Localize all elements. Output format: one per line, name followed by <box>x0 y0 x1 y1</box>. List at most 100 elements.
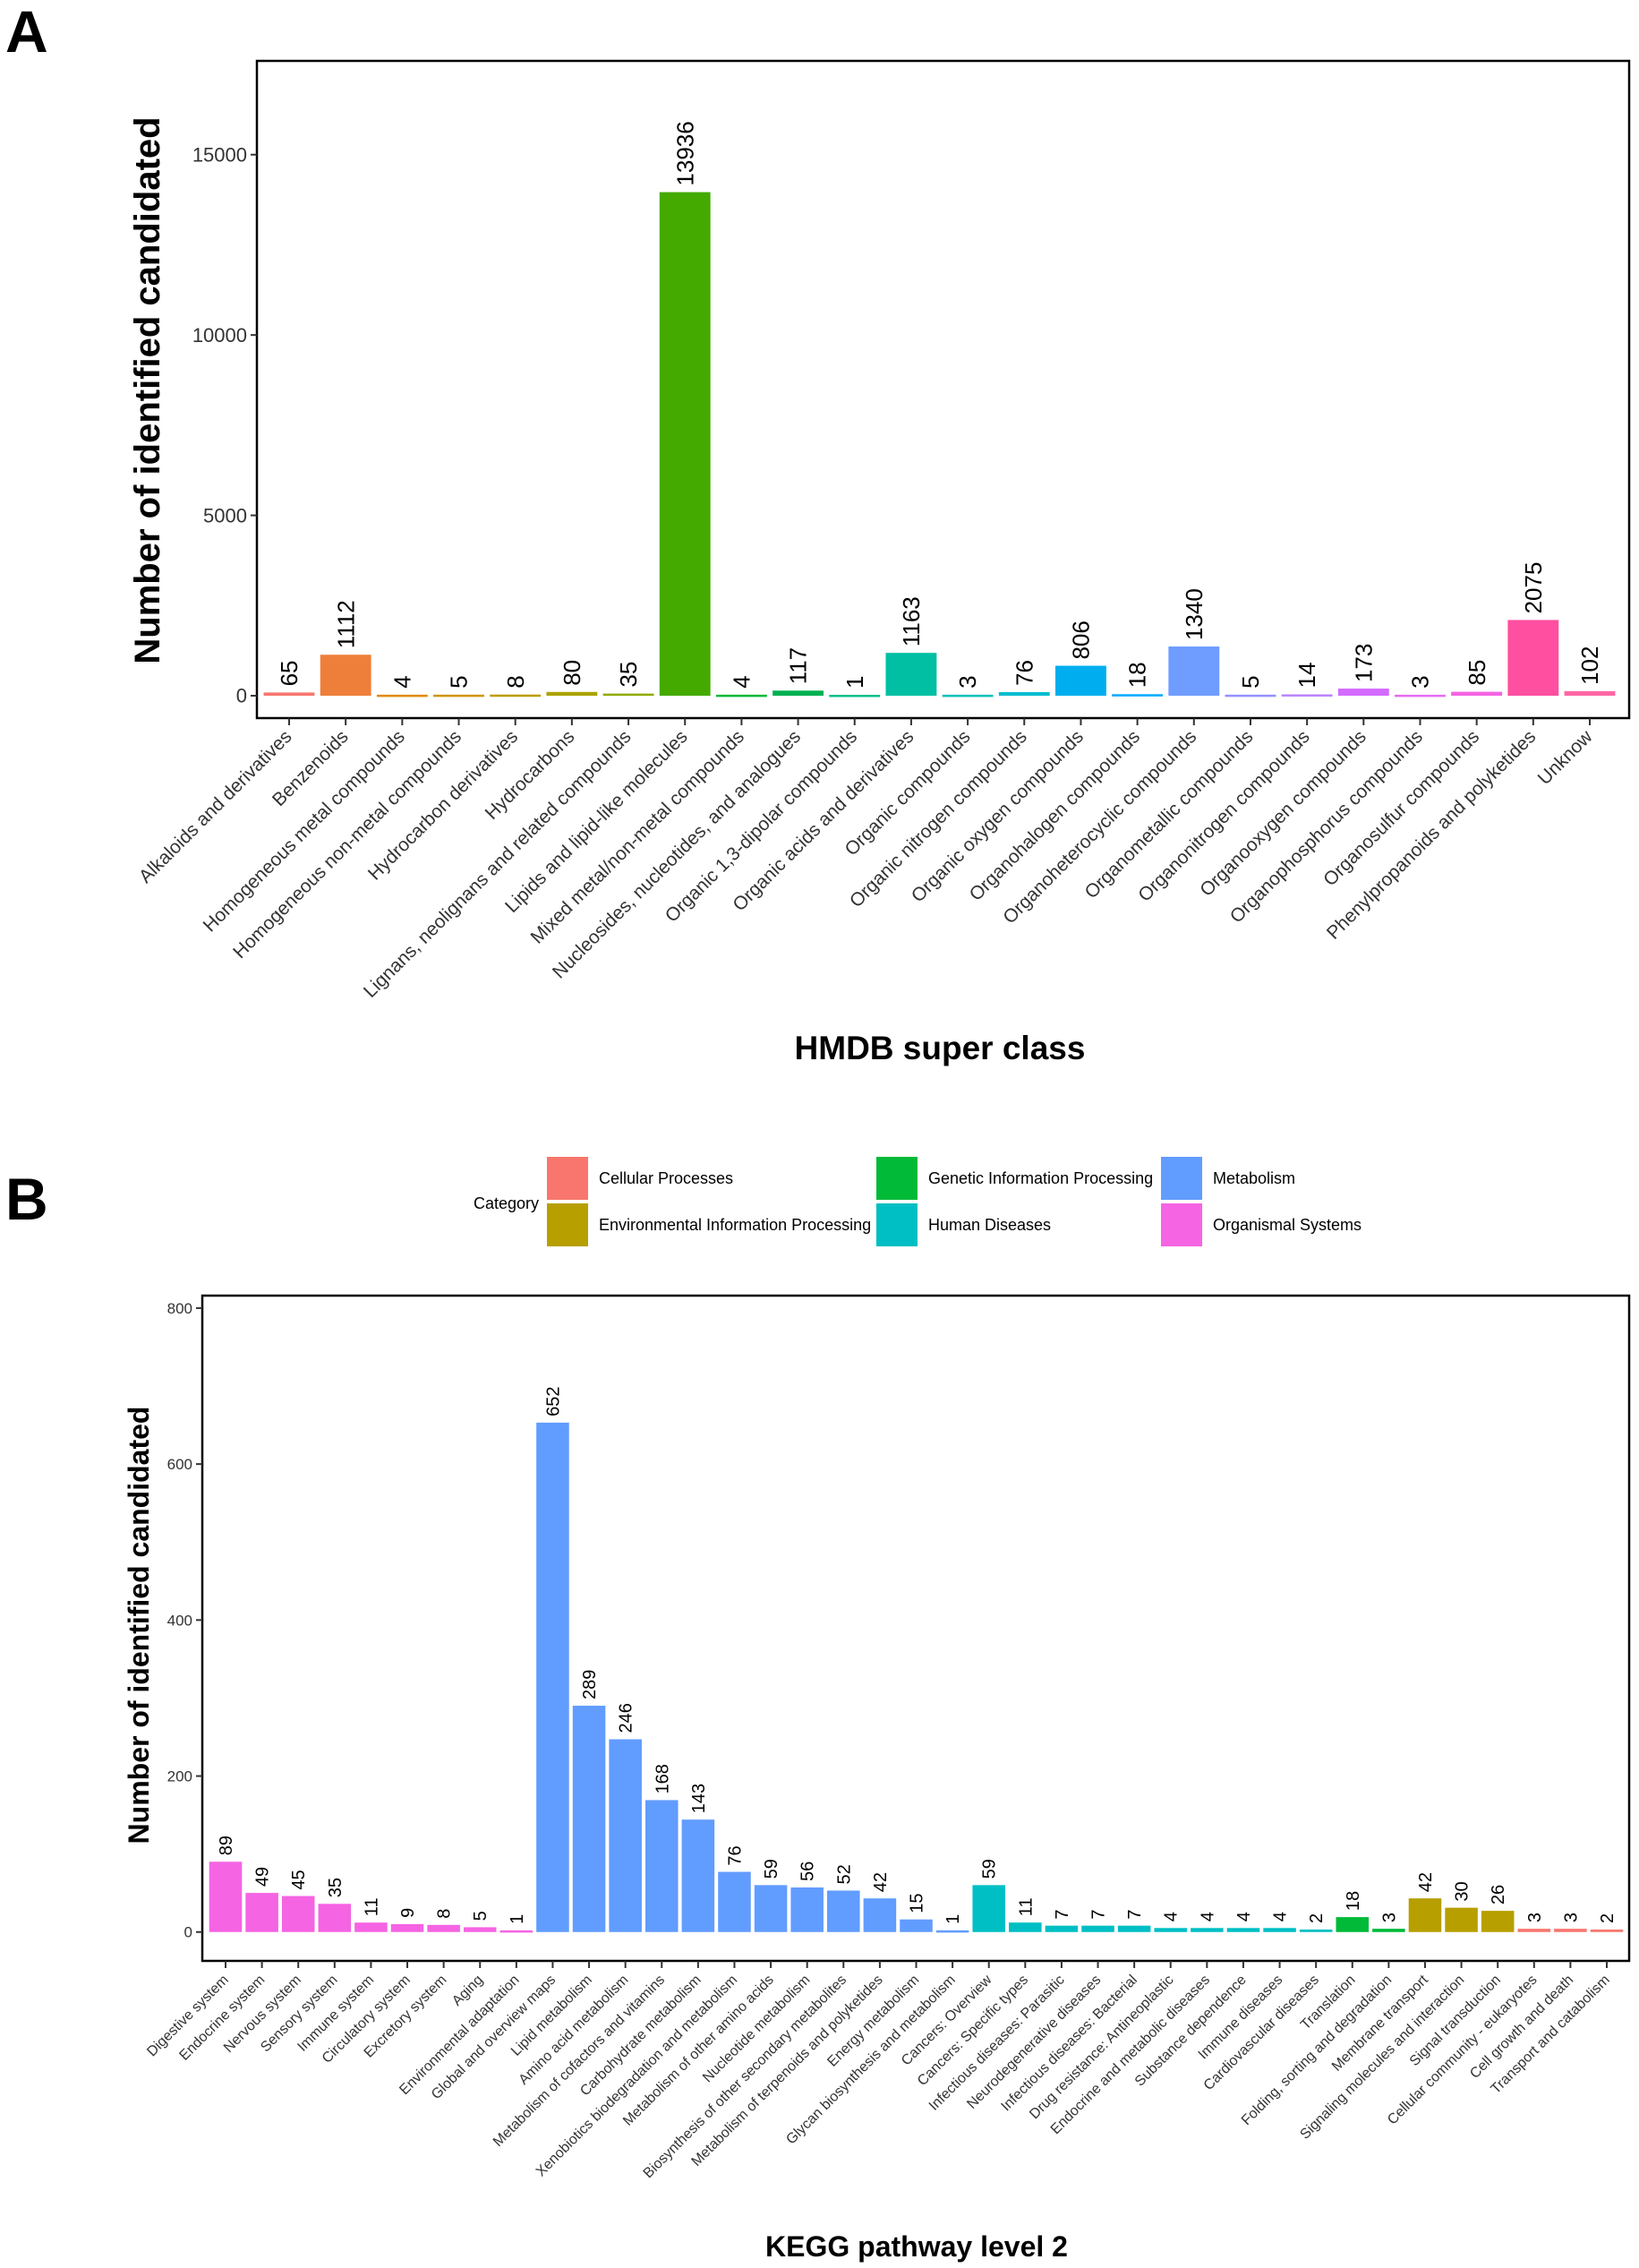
bar <box>499 1930 534 1933</box>
bar-value-label: 1163 <box>898 596 925 646</box>
legend-swatch <box>547 1203 588 1246</box>
bar-value-label: 4 <box>1162 1912 1182 1921</box>
legend-swatch <box>1161 1203 1202 1246</box>
bar <box>681 1819 715 1932</box>
bar-value-label: 173 <box>1350 644 1377 682</box>
plot-panel <box>201 1294 1631 1963</box>
legend-item-label: Organismal Systems <box>1213 1216 1362 1234</box>
bar-value-label: 7 <box>1089 1910 1109 1920</box>
x-tick-label: Unknow <box>1534 726 1598 790</box>
bar-value-label: 3 <box>1561 1913 1581 1922</box>
bar <box>790 1887 824 1932</box>
bar-value-label: 168 <box>653 1764 672 1793</box>
bar <box>209 1861 243 1932</box>
bar-value-label: 76 <box>725 1845 745 1865</box>
bar-value-label: 5 <box>446 675 473 688</box>
bar <box>490 694 542 698</box>
bar-value-label: 30 <box>1453 1881 1473 1901</box>
bar <box>1117 1925 1151 1932</box>
legend-swatch <box>547 1157 588 1200</box>
bar-value-label: 80 <box>559 660 585 686</box>
bar <box>1395 694 1446 698</box>
bar <box>1554 1929 1587 1932</box>
bar-value-label: 3 <box>1379 1913 1399 1922</box>
bar <box>1336 1917 1370 1932</box>
legend-item-label: Environmental Information Processing <box>599 1216 871 1234</box>
bar <box>320 655 371 697</box>
bar-value-label: 11 <box>1016 1897 1036 1916</box>
bar <box>609 1739 642 1932</box>
y-tick-label: 5000 <box>203 504 247 526</box>
bar-value-label: 14 <box>1293 663 1320 689</box>
bar <box>427 1924 460 1932</box>
bar-value-label: 49 <box>253 1867 273 1887</box>
bar <box>885 653 937 697</box>
bar-value-label: 2 <box>1598 1913 1618 1923</box>
bar <box>1408 1898 1442 1932</box>
x-tick-label: Mixed metal/non-metal compounds <box>527 726 748 947</box>
chart-b-y-label: Number of identified candidated <box>123 1407 155 1844</box>
legend-swatch <box>876 1157 918 1200</box>
legend-item-label: Genetic Information Processing <box>928 1169 1153 1187</box>
legend-swatch <box>876 1203 918 1246</box>
bar <box>1299 1930 1333 1932</box>
bar <box>827 1890 860 1932</box>
chart-a-x-label: HMDB super class <box>795 1030 1086 1066</box>
bar <box>354 1922 388 1932</box>
bar <box>829 694 881 698</box>
bar <box>1517 1929 1551 1932</box>
bar <box>863 1898 897 1932</box>
y-tick-label: 15000 <box>192 143 247 166</box>
bar <box>376 694 428 698</box>
bar-value-label: 5 <box>471 1911 491 1921</box>
bar-value-label: 289 <box>580 1670 600 1699</box>
y-tick-label: 800 <box>167 1300 192 1317</box>
bar <box>1507 620 1559 697</box>
bar-value-label: 4 <box>1234 1912 1254 1921</box>
bar-value-label: 4 <box>728 675 755 688</box>
chart-b-legend: Category Cellular Processes Environmental… <box>474 1157 1362 1246</box>
bar <box>433 694 484 698</box>
bar-value-label: 1340 <box>1181 588 1208 640</box>
bar <box>281 1896 315 1932</box>
bar <box>1225 694 1276 698</box>
bar-value-label: 42 <box>1416 1872 1436 1892</box>
chart-a-hmdb: Number of identified candidated HMDB sup… <box>128 59 1631 1066</box>
bar <box>754 1885 788 1932</box>
bar <box>1226 1928 1260 1932</box>
bar-value-label: 9 <box>398 1908 418 1918</box>
bar-value-label: 3 <box>1407 675 1434 688</box>
bar-value-label: 102 <box>1576 646 1603 685</box>
panel-label-a: A <box>5 0 48 64</box>
bar <box>645 1800 679 1932</box>
chart-a-y-label: Number of identified candidated <box>128 116 167 663</box>
bar <box>1481 1911 1515 1932</box>
plot-panel <box>255 59 1631 720</box>
y-tick-label: 400 <box>167 1612 192 1629</box>
bar-value-label: 13936 <box>671 121 698 185</box>
bar-value-label: 8 <box>502 675 529 688</box>
bar <box>1451 691 1503 697</box>
bar-value-label: 246 <box>617 1703 636 1733</box>
legend-item-label: Metabolism <box>1213 1169 1295 1187</box>
bar <box>1112 694 1164 697</box>
bar-value-label: 89 <box>217 1836 236 1855</box>
bar <box>1372 1929 1405 1932</box>
bar <box>998 691 1050 697</box>
legend-item-label: Cellular Processes <box>599 1169 733 1187</box>
bar <box>935 1930 969 1933</box>
bar <box>318 1904 352 1932</box>
bar-value-label: 143 <box>689 1784 709 1813</box>
bar <box>1168 646 1220 697</box>
bar-value-label: 1 <box>943 1914 963 1924</box>
bar-value-label: 3 <box>954 675 981 688</box>
bar-value-label: 7 <box>1125 1910 1145 1920</box>
bar <box>572 1706 606 1932</box>
bar <box>942 694 994 698</box>
bar-value-label: 1 <box>508 1914 527 1924</box>
bar-value-label: 52 <box>834 1864 854 1884</box>
legend-swatch <box>1161 1157 1202 1200</box>
bar-value-label: 8 <box>435 1909 455 1919</box>
y-tick-label: 600 <box>167 1456 192 1473</box>
bar-value-label: 4 <box>1271 1912 1291 1921</box>
